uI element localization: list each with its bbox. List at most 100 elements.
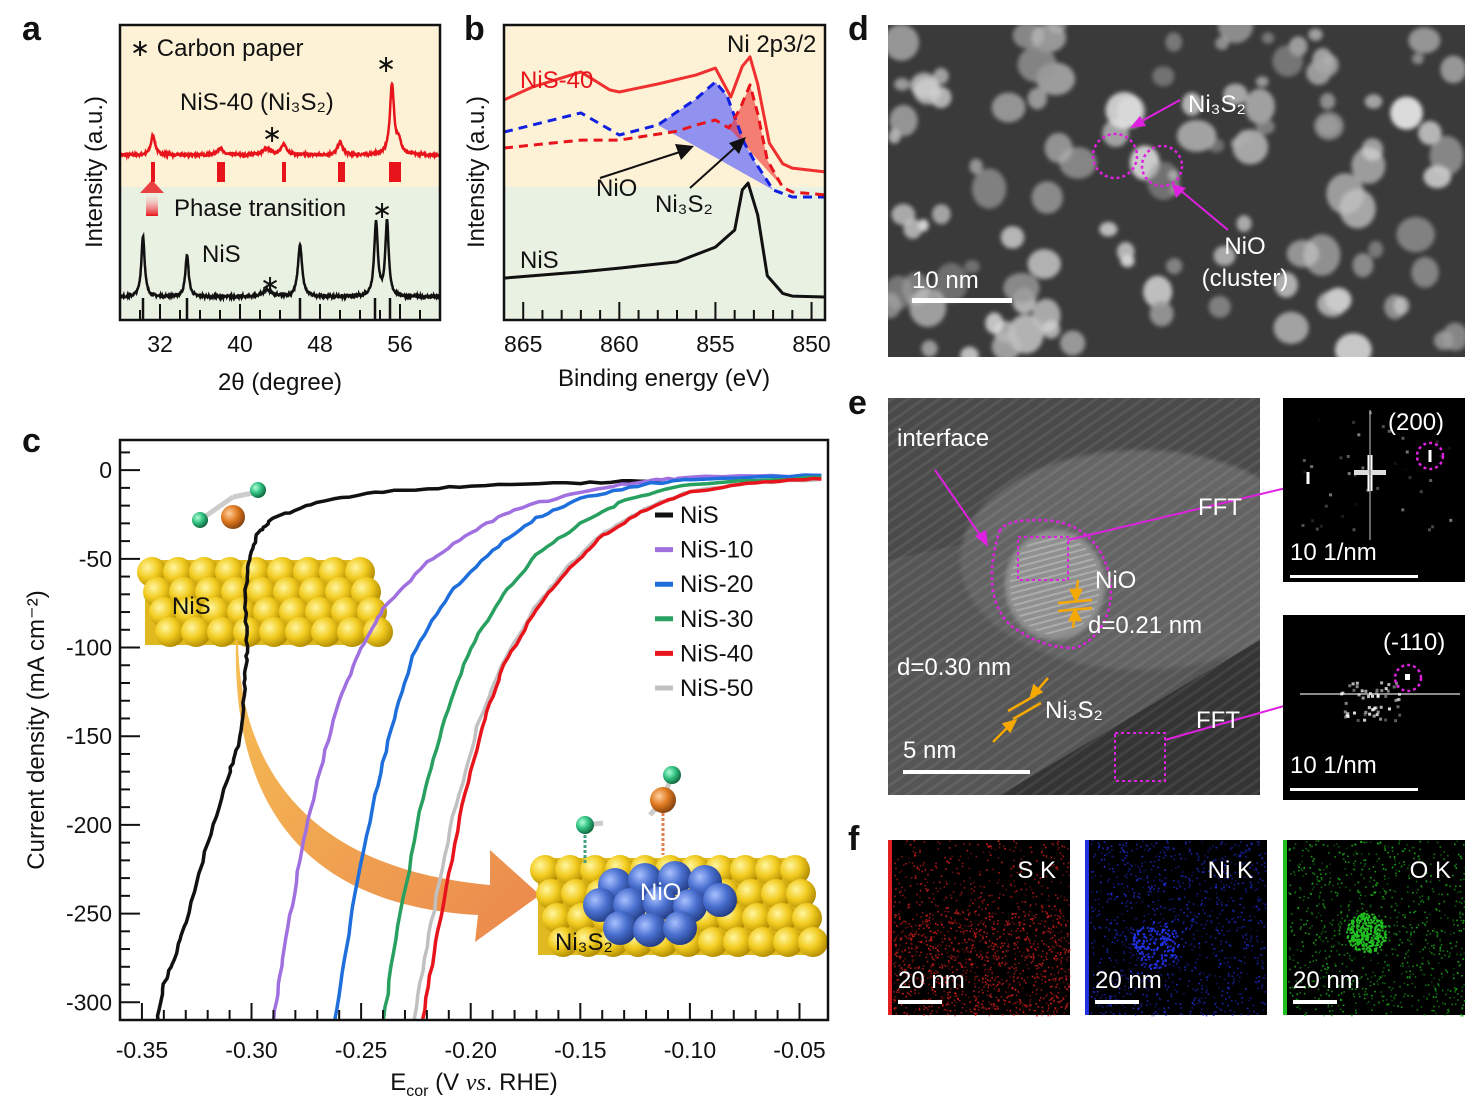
eds-pixel — [1249, 919, 1252, 922]
eds-pixel — [1143, 870, 1145, 873]
eds-pixel — [1124, 1013, 1126, 1016]
eds-cluster-pixel — [1161, 930, 1164, 933]
eds-pixel — [1222, 871, 1224, 873]
eds-pixel — [1214, 1003, 1216, 1006]
eds-pixel — [1145, 1004, 1148, 1007]
eds-cluster-pixel — [1381, 926, 1384, 929]
eds-pixel — [952, 947, 955, 950]
eds-pixel — [1138, 973, 1141, 975]
eds-pixel — [1305, 873, 1307, 875]
eds-pixel — [913, 865, 916, 867]
eds-pixel — [1408, 877, 1411, 880]
fft-spot — [1371, 694, 1375, 698]
eds-pixel — [1225, 918, 1228, 921]
eds-pixel — [1211, 943, 1213, 946]
eds-pixel — [1036, 973, 1038, 975]
eds-pixel — [1315, 916, 1318, 919]
eds-pixel — [1126, 900, 1129, 902]
eds-pixel — [900, 931, 903, 934]
eds-pixel — [1180, 956, 1182, 958]
eds-pixel — [1174, 916, 1177, 918]
eds-pixel — [926, 944, 928, 946]
color-bar — [1085, 840, 1089, 1015]
eds-pixel — [1449, 990, 1452, 992]
eds-pixel — [1050, 973, 1053, 975]
eds-pixel — [1200, 992, 1203, 994]
eds-pixel — [953, 999, 956, 1002]
eds-pixel — [1300, 981, 1303, 984]
eds-pixel — [894, 999, 896, 1002]
eds-pixel — [1410, 943, 1413, 946]
eds-pixel — [1399, 985, 1401, 988]
eds-cluster-pixel — [1131, 943, 1134, 946]
fft-spot — [1394, 681, 1398, 685]
eds-pixel — [904, 935, 906, 937]
eds-pixel — [1233, 957, 1236, 959]
eds-pixel — [938, 982, 941, 985]
eds-pixel — [918, 928, 920, 930]
eds-pixel — [992, 948, 995, 951]
eds-cluster-pixel — [1139, 947, 1142, 950]
fft-spot — [1345, 713, 1349, 717]
eds-pixel — [1029, 918, 1032, 921]
eds-pixel — [1121, 902, 1123, 904]
eds-pixel — [943, 934, 946, 937]
eds-pixel — [1334, 965, 1337, 967]
eds-pixel — [1032, 1009, 1035, 1012]
eds-pixel — [1004, 955, 1007, 958]
eds-cluster-pixel — [1383, 932, 1386, 935]
eds-pixel — [997, 990, 1000, 992]
eds-pixel — [1328, 883, 1331, 886]
eds-pixel — [1094, 928, 1097, 930]
eds-pixel — [1427, 960, 1429, 963]
eds-pixel — [901, 937, 903, 940]
eds-pixel — [1336, 892, 1339, 895]
eds-pixel — [945, 944, 948, 947]
eds-pixel — [970, 945, 973, 947]
sulfur-atom — [337, 617, 367, 647]
eds-pixel — [1441, 893, 1443, 896]
eds-pixel — [1024, 923, 1026, 926]
eds-pixel — [964, 917, 967, 920]
eds-pixel — [1050, 914, 1052, 917]
eds-pixel — [1376, 924, 1379, 927]
eds-pixel — [1364, 990, 1367, 993]
eds-pixel — [1257, 896, 1260, 898]
eds-pixel — [1210, 921, 1213, 924]
eds-pixel — [1045, 875, 1048, 878]
eds-pixel — [901, 894, 904, 897]
eds-pixel — [1225, 904, 1228, 906]
eds-cluster-pixel — [1368, 924, 1371, 927]
eds-pixel — [1064, 975, 1067, 977]
eds-pixel — [951, 855, 954, 858]
eds-cluster-pixel — [1377, 936, 1380, 939]
eds-pixel — [1370, 876, 1372, 879]
eds-pixel — [1025, 1006, 1028, 1008]
eds-pixel — [893, 998, 895, 1001]
eds-pixel — [1056, 918, 1059, 921]
eds-pixel — [991, 948, 993, 950]
eds-pixel — [1166, 988, 1168, 991]
fft-spot — [1396, 705, 1400, 709]
eds-pixel — [1299, 967, 1302, 969]
eds-pixel — [991, 976, 993, 979]
eds-pixel — [1091, 840, 1094, 842]
eds-pixel — [937, 981, 940, 984]
eds-pixel — [1372, 971, 1374, 973]
eds-pixel — [1359, 977, 1361, 980]
eds-pixel — [1408, 977, 1411, 979]
eds-pixel — [1437, 962, 1440, 964]
eds-pixel — [964, 929, 966, 932]
eds-pixel — [935, 932, 937, 935]
eds-pixel — [1051, 930, 1054, 933]
eds-pixel — [1050, 998, 1052, 1001]
nio-xps-label: NiO — [596, 175, 637, 202]
eds-pixel — [1162, 857, 1165, 859]
eds-pixel — [1108, 928, 1111, 930]
eds-pixel — [923, 1014, 925, 1016]
eds-pixel — [1020, 888, 1023, 891]
eds-pixel — [914, 967, 916, 969]
eds-cluster-pixel — [1360, 927, 1363, 930]
eds-pixel — [1197, 868, 1199, 871]
eds-pixel — [1353, 868, 1356, 871]
